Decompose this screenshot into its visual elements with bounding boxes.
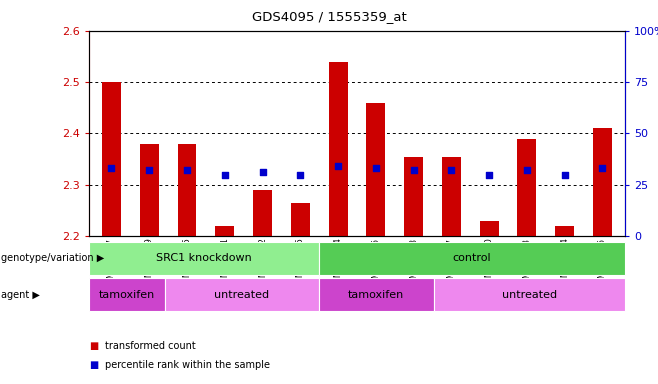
Text: control: control [453,253,491,263]
Text: tamoxifen: tamoxifen [99,290,155,300]
Text: tamoxifen: tamoxifen [348,290,404,300]
Point [522,167,532,174]
Point [182,167,192,174]
Text: untreated: untreated [502,290,557,300]
Bar [139,144,159,236]
Text: SRC1 knockdown: SRC1 knockdown [156,253,251,263]
Text: genotype/variation ▶: genotype/variation ▶ [1,253,105,263]
Bar [178,144,197,236]
Text: ■: ■ [89,341,98,351]
Point [144,167,155,174]
Bar [593,128,612,236]
Bar [253,190,272,236]
Text: untreated: untreated [215,290,270,300]
Point [295,172,305,178]
Point [370,165,381,171]
Point [257,169,268,175]
Text: transformed count: transformed count [105,341,196,351]
Point [409,167,419,174]
Bar [442,157,461,236]
Bar [102,82,121,236]
Point [484,172,494,178]
Point [333,163,343,169]
Point [559,172,570,178]
Point [597,165,608,171]
Point [106,165,116,171]
Bar [480,221,499,236]
Bar [555,226,574,236]
Bar [517,139,536,236]
Bar [291,203,310,236]
Point [446,167,457,174]
Point [220,172,230,178]
Bar [328,61,347,236]
Bar [215,226,234,236]
Bar [404,157,423,236]
Bar [367,103,386,236]
Text: agent ▶: agent ▶ [1,290,40,300]
Text: percentile rank within the sample: percentile rank within the sample [105,360,270,370]
Text: GDS4095 / 1555359_at: GDS4095 / 1555359_at [251,10,407,23]
Text: ■: ■ [89,360,98,370]
